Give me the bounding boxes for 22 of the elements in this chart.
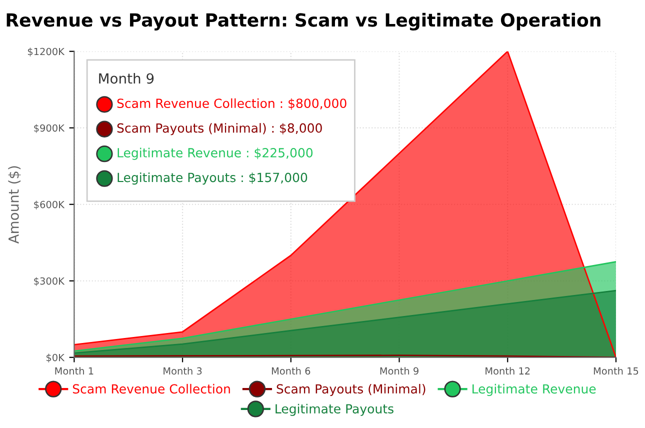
y-axis-title: Amount ($) (8, 166, 21, 244)
y-tick-label: $0K (46, 354, 65, 363)
annotation: Legitimate Payouts : $157,000 (118, 172, 308, 185)
y-tick-label: $900K (34, 124, 65, 133)
legend-label: Legitimate Revenue (472, 384, 596, 396)
x-tick-label: Month 9 (380, 367, 418, 375)
annotation: Scam Payouts (Minimal) : $8,000 (117, 123, 322, 136)
chart-title: Revenue vs Payout Pattern: Scam vs Legitimate Operation (6, 12, 600, 30)
legend-label: Scam Payouts (Minimal) (276, 384, 426, 396)
x-tick-label: Month 6 (272, 367, 310, 375)
x-tick-label: Month 12 (486, 367, 530, 375)
annotation: Legitimate Revenue : $225,000 (118, 148, 313, 160)
y-tick-label: $600K (34, 200, 65, 210)
annotation: Scam Revenue Collection : $800,000 (117, 98, 346, 110)
y-tick-label: $300K (34, 277, 65, 286)
legend-label: Scam Revenue Collection (72, 384, 230, 394)
annotation: Month 9 (99, 72, 154, 84)
x-tick-label: Month 15 (594, 367, 638, 375)
x-tick-label: Month 3 (164, 367, 202, 375)
legend-label: Legitimate Payouts (276, 404, 394, 416)
y-tick-label: $1200K (28, 48, 65, 56)
x-tick-label: Month 1 (55, 367, 94, 375)
